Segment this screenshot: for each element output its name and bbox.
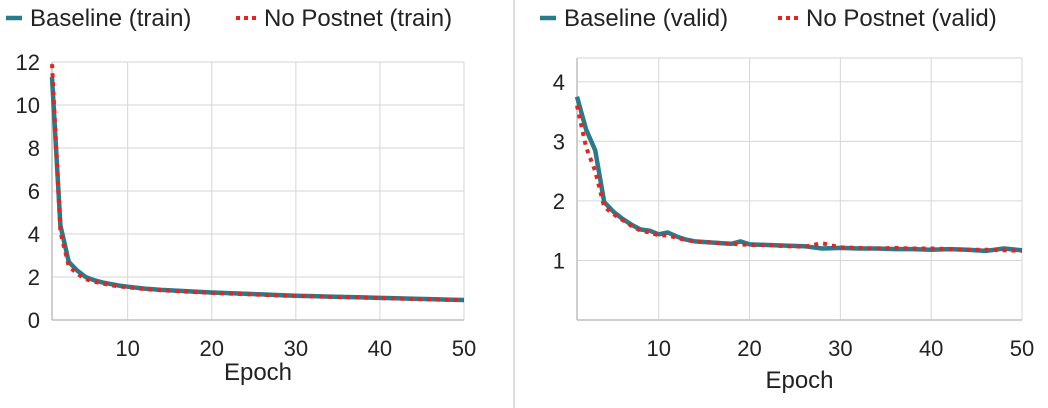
x-tick-label: 40 [368,336,392,361]
series-line-no-postnet [50,64,465,303]
legend-label: No Postnet (valid) [806,5,997,32]
y-tick-label: 1 [553,248,565,273]
x-tick-label: 10 [115,336,139,361]
y-tick-label: 10 [16,93,40,118]
chart-panel-2: 1 2 3 4 10 20 30 40 50 Epoch Baseline (valid) No Po… [540,5,1034,394]
y-tick-label: 2 [28,265,40,290]
y-tick-label: 3 [553,129,565,154]
chart-panel-1: 0 2 4 6 8 10 12 10 20 30 40 50 Epoch Baseline (train)… [6,5,476,386]
y-tick-label: 4 [553,70,565,95]
x-tick-label: 50 [1010,336,1034,361]
y-tick-label: 2 [553,189,565,214]
x-tick-label: 40 [919,336,943,361]
legend-label: Baseline (valid) [564,5,728,32]
legend-label: Baseline (train) [30,5,191,32]
series-line-baseline [574,96,1023,254]
legend-label: No Postnet (train) [264,5,452,32]
y-tick-label: 8 [28,136,40,161]
series-line-baseline [49,76,465,303]
x-tick-label: 20 [737,336,761,361]
y-tick-label: 6 [28,179,40,204]
x-axis-title: Epoch [765,367,833,394]
x-axis-title: Epoch [224,359,292,386]
y-tick-label: 0 [28,308,40,333]
y-tick-label: 4 [28,222,40,247]
y-tick-label: 12 [16,50,40,75]
x-tick-label: 10 [646,336,670,361]
x-tick-label: 50 [452,336,476,361]
x-tick-label: 30 [828,336,852,361]
x-tick-label: 20 [200,336,224,361]
x-tick-label: 30 [284,336,308,361]
